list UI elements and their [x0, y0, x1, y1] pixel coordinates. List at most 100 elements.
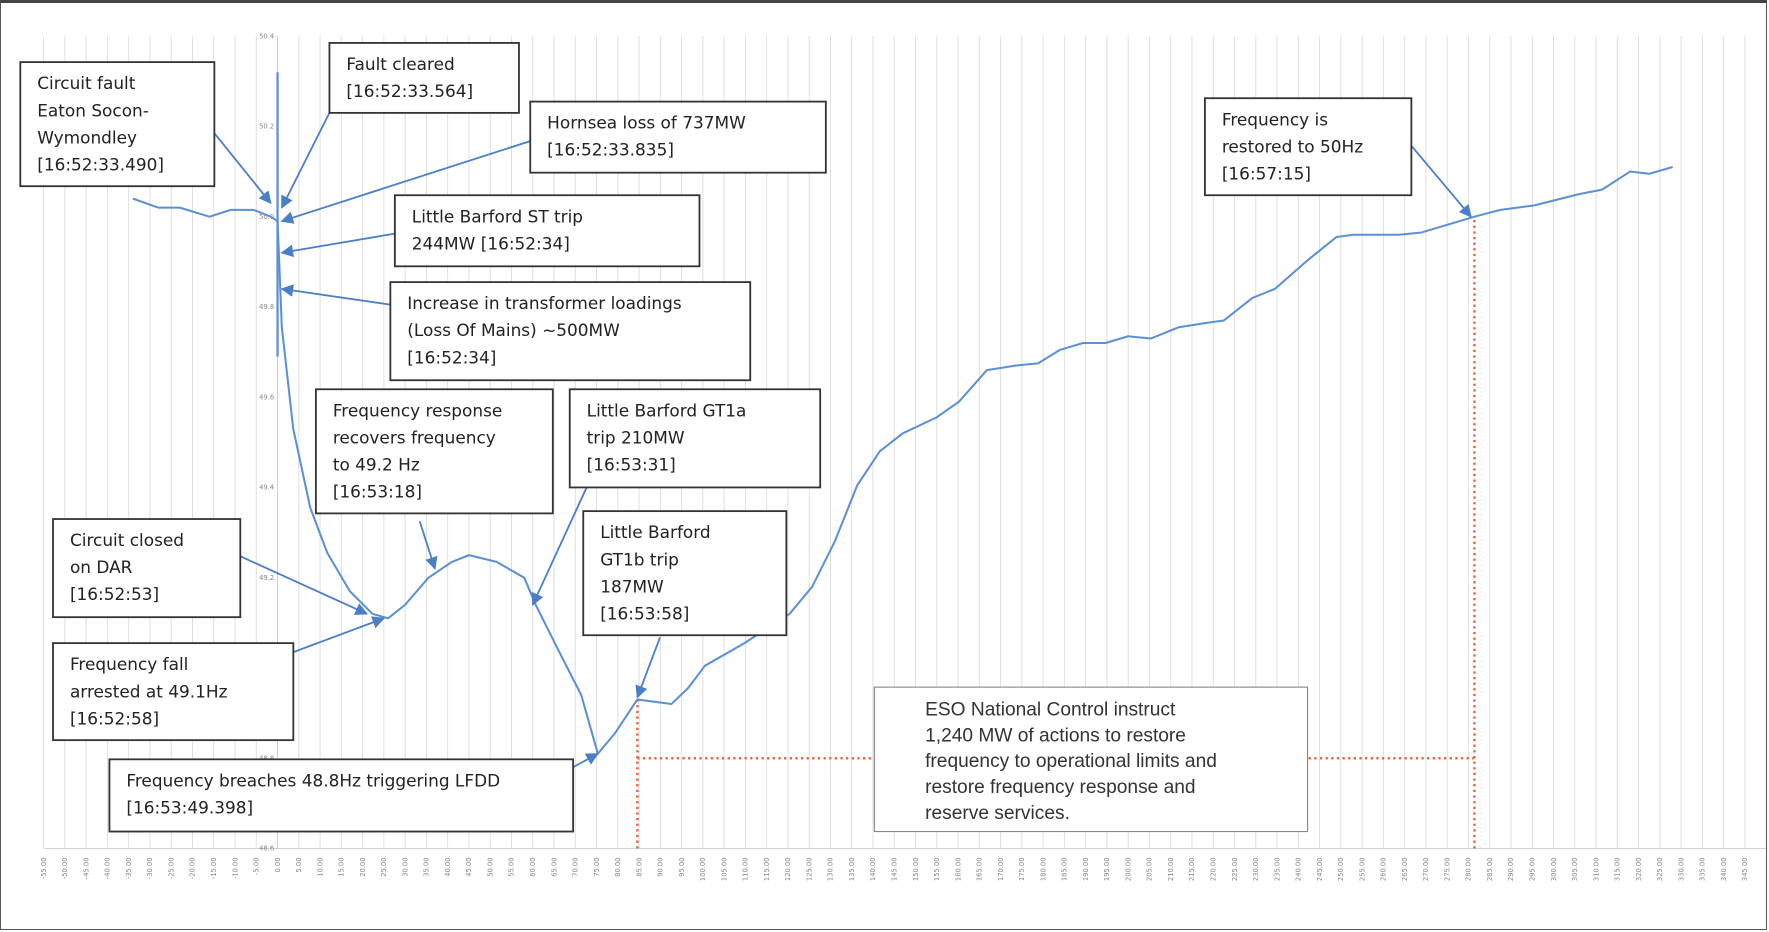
- y-tick-label: 49.8: [259, 303, 274, 311]
- callout-arrow: [213, 132, 272, 205]
- callout-text: 187MW: [600, 576, 664, 596]
- callout-arrow: [418, 521, 438, 570]
- callout-text: Little Barford ST trip: [412, 206, 583, 226]
- x-tick-label: 85.00: [635, 857, 643, 876]
- x-tick-label: 95.00: [678, 857, 686, 876]
- callout-arrow: [280, 112, 331, 209]
- x-tick-label: 245.00: [1316, 857, 1324, 881]
- callout-arrow: [280, 140, 531, 224]
- x-tick-label: 250.00: [1337, 857, 1345, 881]
- note-box-border: [873, 686, 1309, 833]
- note-text: ESO National Control instruct: [925, 699, 1176, 720]
- callout-text: Fault cleared: [346, 54, 454, 74]
- callout-text: (Loss Of Mains) ~500MW: [407, 320, 620, 340]
- x-tick-label: 195.00: [1103, 857, 1111, 881]
- callout-text: recovers frequency: [333, 427, 496, 447]
- x-tick-label: 140.00: [869, 857, 877, 881]
- x-tick-label: 340.00: [1720, 857, 1728, 881]
- x-tick-label: 110.00: [742, 857, 750, 881]
- callout-text: [16:52:33.490]: [37, 154, 164, 174]
- x-tick-label: 125.00: [805, 857, 813, 881]
- callout-text: Eaton Socon-: [37, 100, 149, 120]
- callout-text: restored to 50Hz: [1222, 136, 1363, 156]
- callout-text: [16:52:33.564]: [346, 81, 473, 101]
- x-tick-label: 315.00: [1614, 857, 1622, 881]
- callout-text: [16:52:33.835]: [547, 140, 674, 160]
- x-tick-label: 115.00: [763, 857, 771, 881]
- x-tick-label: 225.00: [1231, 857, 1239, 881]
- note-text: reserve services.: [925, 803, 1070, 824]
- x-tick-label: 50.00: [486, 857, 494, 876]
- x-tick-label: 90.00: [657, 857, 665, 876]
- x-tick-label: 330.00: [1677, 857, 1685, 881]
- x-tick-label: -45.00: [82, 857, 90, 879]
- x-tick-label: 155.00: [933, 857, 941, 881]
- x-tick-label: 80.00: [614, 857, 622, 876]
- x-tick-label: 260.00: [1380, 857, 1388, 881]
- y-tick-label: 49.4: [259, 484, 274, 492]
- x-tick-label: 305.00: [1571, 857, 1579, 881]
- x-tick-label: 230.00: [1252, 857, 1260, 881]
- x-tick-label: 40.00: [444, 857, 452, 876]
- x-tick-label: 280.00: [1465, 857, 1473, 881]
- note-text: restore frequency response and: [925, 777, 1195, 798]
- x-tick-label: 130.00: [827, 857, 835, 881]
- x-tick-label: 235.00: [1273, 857, 1281, 881]
- x-tick-label: 325.00: [1656, 857, 1664, 881]
- x-tick-label: 295.00: [1529, 857, 1537, 881]
- callout-arrow: [635, 637, 661, 699]
- callout-text: Hornsea loss of 737MW: [547, 113, 746, 133]
- x-tick-label: 215.00: [1188, 857, 1196, 881]
- x-tick-label: -35.00: [125, 857, 133, 879]
- x-tick-label: 310.00: [1592, 857, 1600, 881]
- series: [132, 72, 1673, 755]
- y-tick-label: 48.6: [259, 845, 274, 853]
- y-tick-label: 49.2: [259, 574, 274, 582]
- callout-text: Little Barford: [600, 522, 710, 542]
- x-tick-label: 0.00: [274, 857, 282, 872]
- x-tick-label: 5.00: [295, 857, 303, 872]
- x-tick-label: -10.00: [231, 857, 239, 879]
- callout-text: Wymondley: [37, 127, 137, 147]
- x-tick-label: 75.00: [593, 857, 601, 876]
- x-tick-label: 210.00: [1167, 857, 1175, 881]
- x-tick-label: 265.00: [1401, 857, 1409, 881]
- callout: Circuit closed on DAR [16:52:53]: [52, 518, 369, 619]
- callout-arrow: [280, 284, 391, 306]
- x-tick-label: 335.00: [1699, 857, 1707, 881]
- x-tick-label: 15.00: [338, 857, 346, 876]
- callout: Increase in transformer loadings (Loss Of…: [280, 281, 752, 382]
- callout-box: [582, 510, 788, 637]
- callout-text: Circuit closed: [70, 530, 184, 550]
- x-tick-label: 30.00: [401, 857, 409, 876]
- note-text: 1,240 MW of actions to restore: [925, 725, 1186, 746]
- callout-arrow: [280, 232, 396, 258]
- note-box: ESO National Control instruct 1,240 MW of…: [873, 686, 1309, 833]
- callout-text: arrested at 49.1Hz: [70, 681, 228, 701]
- callout: Frequency response recovers frequency to 4…: [314, 388, 554, 570]
- callout-box: [568, 388, 822, 489]
- callout: Circuit fault Eaton Socon- Wymondley [16:52…: [19, 61, 272, 205]
- x-tick-label: 105.00: [720, 857, 728, 881]
- callout-text: trip 210MW: [587, 427, 685, 447]
- x-tick-label: 120.00: [784, 857, 792, 881]
- annotations: Circuit fault Eaton Socon- Wymondley [16:52…: [19, 42, 1472, 833]
- y-tick-label: 50.2: [259, 123, 274, 131]
- callout-text: [16:52:34]: [407, 347, 496, 367]
- x-tick-label: -25.00: [167, 857, 175, 879]
- x-tick-label: 300.00: [1550, 857, 1558, 881]
- x-tick-label: 150.00: [912, 857, 920, 881]
- callout-text: [16:53:49.398]: [126, 797, 253, 817]
- x-tick-label: 220.00: [1210, 857, 1218, 881]
- x-tick-label: -55.00: [40, 857, 48, 879]
- callout-text: 244MW [16:52:34]: [412, 233, 570, 253]
- x-tick-label: 70.00: [572, 857, 580, 876]
- callout-box: [19, 61, 216, 188]
- x-tick-label: -30.00: [146, 857, 154, 879]
- callout-text: on DAR: [70, 557, 133, 577]
- callout-text: [16:57:15]: [1222, 163, 1311, 183]
- callout-arrow: [572, 752, 599, 769]
- callout-box: [389, 281, 752, 382]
- callout-arrow: [239, 555, 369, 615]
- x-tick-label: -15.00: [210, 857, 218, 879]
